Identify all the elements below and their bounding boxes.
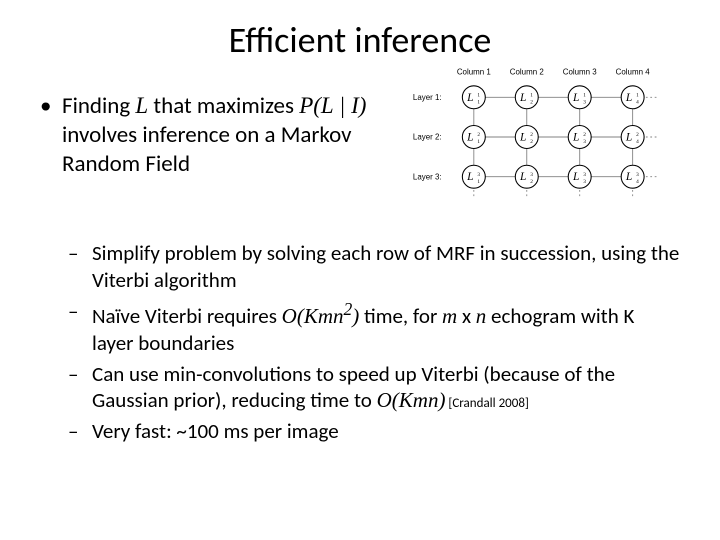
svg-text:L: L (572, 171, 579, 183)
svg-text:1: 1 (636, 92, 639, 98)
svg-text:1: 1 (477, 139, 480, 145)
svg-text:3: 3 (477, 172, 480, 178)
slide-content: • Finding L that maximizes P(L | I) invo… (0, 72, 720, 445)
svg-text:1: 1 (530, 92, 533, 98)
sub-bullet-text: Simplify problem by solving each row of … (92, 240, 680, 294)
main-bullet-text: Finding L that maximizes P(L | I) involv… (62, 92, 372, 178)
svg-text:1: 1 (477, 92, 480, 98)
big-o: O(Kmn (282, 304, 344, 328)
svg-text:3: 3 (583, 139, 586, 145)
text-span: Naïve Viterbi requires (92, 303, 282, 329)
svg-text:L: L (466, 92, 473, 104)
sub-bullet: – Can use min-convolutions to speed up V… (68, 361, 680, 415)
text-span: that maximizes (148, 92, 299, 120)
sub-bullet: – Simplify problem by solving each row o… (68, 240, 680, 294)
svg-text:Column 1: Column 1 (457, 67, 492, 76)
svg-text:2: 2 (530, 99, 533, 105)
citation: [Crandall 2008] (445, 396, 528, 411)
svg-text:4: 4 (636, 179, 639, 185)
svg-text:2: 2 (636, 132, 639, 138)
svg-text:Layer 1:: Layer 1: (413, 93, 442, 102)
bullet-dash: – (68, 240, 92, 294)
svg-text:L: L (466, 132, 473, 144)
svg-text:3: 3 (530, 172, 533, 178)
var-P: P(L | I) (299, 93, 366, 118)
svg-text:Column 2: Column 2 (510, 67, 545, 76)
mrf-diagram: Column 1 Column 2 Column 3 Column 4 Layer 1:… (390, 62, 690, 212)
bullet-dash: – (68, 418, 92, 445)
svg-text:2: 2 (530, 179, 533, 185)
svg-text:Layer 3:: Layer 3: (413, 172, 442, 181)
text-span: involves inference on a Markov Random Fi… (62, 121, 352, 178)
bullet-dash: – (68, 298, 92, 357)
svg-text:1: 1 (477, 179, 480, 185)
svg-text:L: L (572, 92, 579, 104)
sub-bullet: – Naïve Viterbi requires O(Kmn2) time, f… (68, 298, 680, 357)
svg-text:2: 2 (477, 132, 480, 138)
svg-text:3: 3 (583, 99, 586, 105)
bullet-dash: – (68, 361, 92, 415)
svg-text:L: L (466, 171, 473, 183)
sub-bullet: – Very fast: ~100 ms per image (68, 418, 680, 445)
svg-text:L: L (625, 92, 632, 104)
prob-expr: P(L | I) (299, 93, 366, 118)
superscript: 2 (344, 299, 353, 319)
big-o: O(Kmn) (377, 388, 446, 412)
var-m: m (442, 304, 457, 328)
text-span: Can use min-convolutions to speed up Vit… (92, 361, 615, 414)
sub-bullet-text: Very fast: ~100 ms per image (92, 418, 680, 445)
svg-text:3: 3 (583, 179, 586, 185)
svg-text:4: 4 (636, 139, 639, 145)
sub-bullet-text: Naïve Viterbi requires O(Kmn2) time, for… (92, 298, 680, 357)
svg-text:Column 3: Column 3 (563, 67, 598, 76)
svg-text:4: 4 (636, 99, 639, 105)
svg-text:L: L (519, 132, 526, 144)
bullet-dot: • (40, 92, 62, 178)
var-L: L (135, 93, 148, 118)
svg-text:3: 3 (636, 172, 639, 178)
sub-bullet-list: – Simplify problem by solving each row o… (68, 240, 680, 445)
text-span: x (457, 303, 476, 329)
text-span: time, for (359, 303, 442, 329)
svg-text:3: 3 (583, 172, 586, 178)
var-n: n (476, 304, 487, 328)
main-bullet: • Finding L that maximizes P(L | I) invo… (40, 92, 372, 178)
svg-text:L: L (519, 92, 526, 104)
svg-text:Layer 2:: Layer 2: (413, 133, 442, 142)
svg-text:2: 2 (530, 132, 533, 138)
svg-text:1: 1 (477, 99, 480, 105)
svg-text:L: L (625, 132, 632, 144)
svg-text:2: 2 (583, 132, 586, 138)
svg-text:2: 2 (530, 139, 533, 145)
svg-text:L: L (572, 132, 579, 144)
sub-bullet-text: Can use min-convolutions to speed up Vit… (92, 361, 680, 415)
svg-text:L: L (625, 171, 632, 183)
svg-text:Column 4: Column 4 (616, 67, 651, 76)
text-span: Finding (62, 92, 135, 120)
svg-text:L: L (519, 171, 526, 183)
svg-text:1: 1 (583, 92, 586, 98)
